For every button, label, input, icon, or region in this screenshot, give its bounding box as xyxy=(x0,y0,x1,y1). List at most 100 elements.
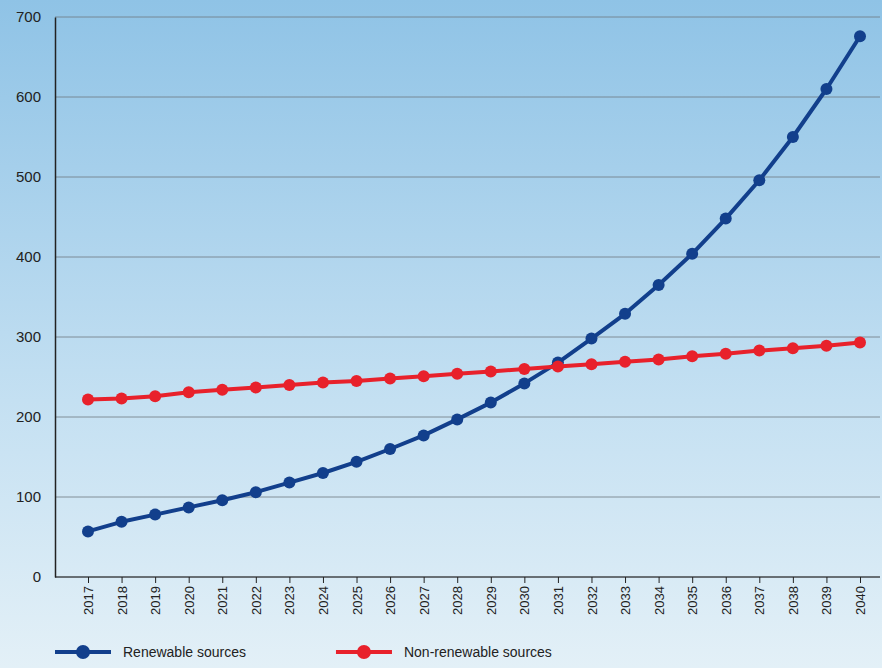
series-marker xyxy=(552,361,564,373)
legend: Renewable sources Non-renewable sources xyxy=(55,644,552,660)
y-tick: 500 xyxy=(16,168,55,185)
series-marker xyxy=(585,333,597,345)
series-marker xyxy=(116,516,128,528)
x-tick-mark xyxy=(155,577,156,583)
x-tick: 2033 xyxy=(618,577,633,615)
series-marker xyxy=(351,375,363,387)
y-tick: 400 xyxy=(16,248,55,265)
x-tick-label: 2024 xyxy=(316,586,331,615)
series-marker xyxy=(686,350,698,362)
legend-label: Non-renewable sources xyxy=(404,644,552,660)
x-tick-label: 2017 xyxy=(81,586,96,615)
x-tick-label: 2036 xyxy=(719,586,734,615)
series-marker xyxy=(149,390,161,402)
x-tick: 2040 xyxy=(853,577,868,615)
x-tick: 2031 xyxy=(551,577,566,615)
x-tick: 2036 xyxy=(719,577,734,615)
series-marker xyxy=(351,456,363,468)
x-tick: 2025 xyxy=(350,577,365,615)
x-tick-mark xyxy=(357,577,358,583)
x-tick: 2029 xyxy=(484,577,499,615)
series-line xyxy=(88,36,860,531)
series-line xyxy=(88,343,860,400)
x-tick: 2022 xyxy=(249,577,264,615)
y-tick-label: 600 xyxy=(16,88,41,105)
x-tick-label: 2025 xyxy=(350,586,365,615)
legend-label: Renewable sources xyxy=(123,644,246,660)
series-marker xyxy=(317,467,329,479)
x-tick-mark xyxy=(323,577,324,583)
x-tick-label: 2029 xyxy=(484,586,499,615)
background xyxy=(0,0,882,668)
series-marker xyxy=(384,373,396,385)
series-marker xyxy=(720,213,732,225)
series-markers xyxy=(82,30,866,537)
series-marker xyxy=(418,429,430,441)
x-axis: 2017201820192020202120222023202420252026… xyxy=(55,577,880,615)
x-tick: 2027 xyxy=(417,577,432,615)
x-tick-label: 2033 xyxy=(618,586,633,615)
series-marker xyxy=(116,393,128,405)
x-tick-mark xyxy=(424,577,425,583)
series-marker xyxy=(451,368,463,380)
x-tick: 2020 xyxy=(182,577,197,615)
x-tick-label: 2021 xyxy=(215,586,230,615)
grid-line xyxy=(55,257,880,258)
series-marker xyxy=(653,279,665,291)
series-marker xyxy=(183,501,195,513)
x-tick-label: 2028 xyxy=(450,586,465,615)
x-tick-mark xyxy=(88,577,89,583)
x-tick: 2021 xyxy=(215,577,230,615)
series-marker xyxy=(485,397,497,409)
y-axis: 0 100 200 300 400 500 600 700 xyxy=(16,8,56,585)
x-tick-mark xyxy=(390,577,391,583)
x-tick: 2032 xyxy=(585,577,600,615)
x-tick-mark xyxy=(491,577,492,583)
x-tick: 2034 xyxy=(652,577,667,615)
x-tick-label: 2027 xyxy=(417,586,432,615)
series-marker xyxy=(653,353,665,365)
y-tick-label: 200 xyxy=(16,408,41,425)
x-tick-label: 2031 xyxy=(551,586,566,615)
x-tick: 2019 xyxy=(148,577,163,615)
x-tick: 2035 xyxy=(685,577,700,615)
series-marker xyxy=(518,377,530,389)
legend-item: Non-renewable sources xyxy=(336,644,552,660)
legend-marker xyxy=(357,645,371,659)
x-tick: 2017 xyxy=(81,577,96,615)
series-marker xyxy=(216,384,228,396)
y-tick-label: 100 xyxy=(16,488,41,505)
y-tick: 0 xyxy=(33,568,55,585)
x-tick-mark xyxy=(122,577,123,583)
series-marker xyxy=(820,340,832,352)
y-tick: 200 xyxy=(16,408,55,425)
x-tick-label: 2018 xyxy=(115,586,130,615)
series-marker xyxy=(418,370,430,382)
series-marker xyxy=(753,174,765,186)
grid-line xyxy=(55,17,880,18)
x-tick-mark xyxy=(625,577,626,583)
series-marker xyxy=(250,486,262,498)
y-tick-label: 300 xyxy=(16,328,41,345)
series-marker xyxy=(619,308,631,320)
series-marker xyxy=(787,342,799,354)
x-tick-mark xyxy=(189,577,190,583)
y-tick: 700 xyxy=(16,8,55,25)
series-marker xyxy=(585,358,597,370)
series-marker xyxy=(317,377,329,389)
series-marker xyxy=(619,356,631,368)
series-marker xyxy=(384,443,396,455)
x-tick-mark xyxy=(692,577,693,583)
x-tick-label: 2035 xyxy=(685,586,700,615)
x-tick: 2018 xyxy=(115,577,130,615)
x-tick: 2030 xyxy=(517,577,532,615)
series-marker xyxy=(820,83,832,95)
x-tick-mark xyxy=(222,577,223,583)
x-tick: 2023 xyxy=(282,577,297,615)
grid xyxy=(55,17,880,577)
x-tick: 2039 xyxy=(819,577,834,615)
grid-line xyxy=(55,497,880,498)
series-marker xyxy=(183,386,195,398)
x-axis-line xyxy=(55,577,880,578)
grid-line xyxy=(55,417,880,418)
